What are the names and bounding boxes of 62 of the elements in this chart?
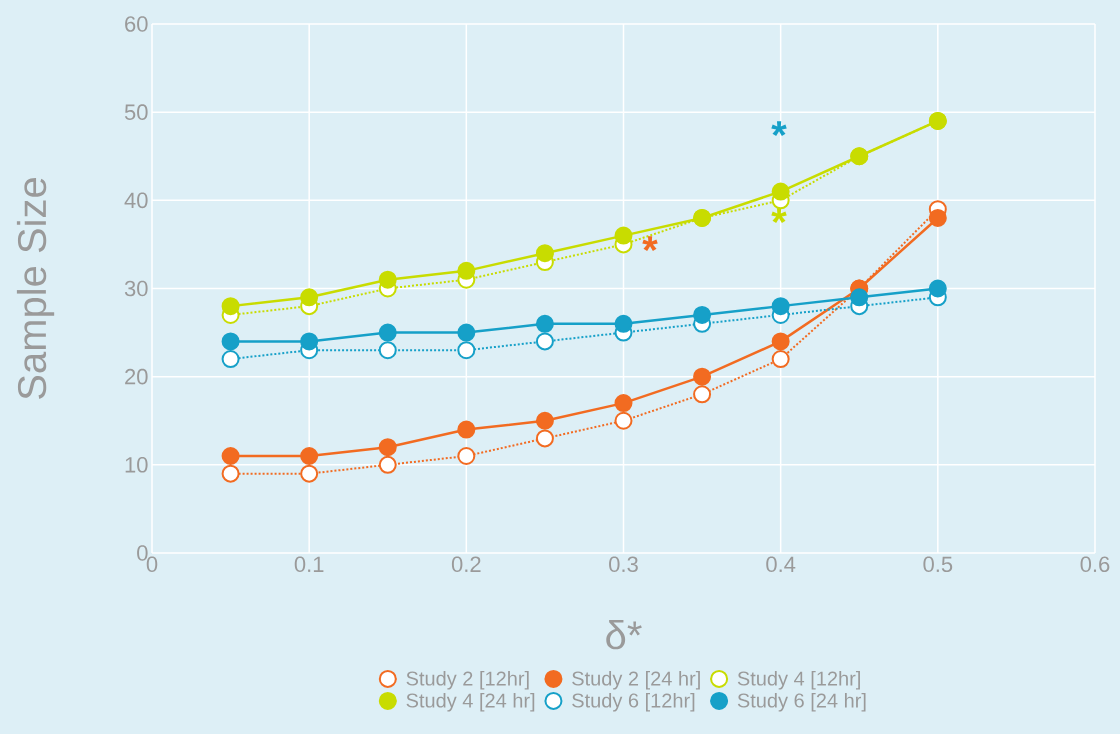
point	[221, 447, 240, 466]
point	[300, 447, 319, 466]
point	[457, 261, 476, 280]
point	[771, 182, 790, 201]
y-tick-label: 40	[124, 192, 148, 209]
x-axis-title: δ*	[606, 620, 642, 650]
annotation: *	[771, 121, 787, 137]
y-axis-title: Sample Size	[16, 178, 55, 399]
point	[614, 394, 633, 413]
y-tick-label: 0	[137, 545, 148, 561]
y-tick-label: 20	[125, 368, 148, 385]
y-tick-label: 30	[124, 280, 148, 297]
point	[771, 297, 790, 316]
legend-label: Study 4 [12hr]	[737, 670, 860, 690]
y-tick-label: 50	[124, 104, 148, 120]
legend-label: Study 2 [24 hr]	[572, 670, 700, 690]
x-tick-label: 0.5	[923, 556, 953, 573]
point	[457, 420, 476, 439]
point	[378, 270, 397, 289]
point	[221, 297, 240, 316]
annotation: *	[771, 208, 787, 224]
x-tick-label: 0.2	[451, 556, 481, 573]
point	[928, 208, 947, 227]
point	[221, 332, 240, 351]
point	[221, 350, 240, 369]
legend-label: Study 2 [12hr]	[406, 670, 529, 690]
point	[614, 226, 633, 245]
point	[535, 332, 554, 351]
point	[535, 429, 554, 448]
legend-label: Study 4 [24 hr]	[406, 692, 535, 712]
point	[457, 447, 476, 466]
point	[300, 288, 319, 307]
point	[693, 385, 712, 404]
point	[300, 332, 319, 351]
y-tick-label: 60	[125, 16, 148, 32]
point	[378, 323, 397, 342]
annotation: *	[642, 236, 658, 252]
point	[378, 455, 397, 474]
point	[300, 464, 319, 483]
y-tick-label: 10	[125, 457, 148, 473]
point	[928, 279, 947, 298]
point	[535, 411, 554, 430]
x-tick-label: 0.1	[294, 556, 324, 573]
x-tick-label: 0.6	[1080, 556, 1110, 573]
point	[771, 350, 790, 369]
x-tick-label: 0.3	[609, 556, 638, 573]
point	[693, 305, 712, 324]
point	[614, 411, 633, 430]
point	[771, 332, 790, 351]
point	[378, 341, 397, 360]
x-tick-label: 0.4	[766, 556, 796, 573]
legend-label: Study 6 [12hr]	[572, 692, 695, 712]
point	[457, 323, 476, 342]
point	[614, 314, 633, 333]
point	[535, 244, 554, 263]
legend-label: Study 6 [24 hr]	[737, 692, 866, 712]
point	[693, 367, 712, 386]
point	[535, 314, 554, 333]
point	[378, 438, 397, 457]
point	[457, 341, 476, 360]
point	[221, 464, 240, 483]
point	[850, 288, 869, 307]
